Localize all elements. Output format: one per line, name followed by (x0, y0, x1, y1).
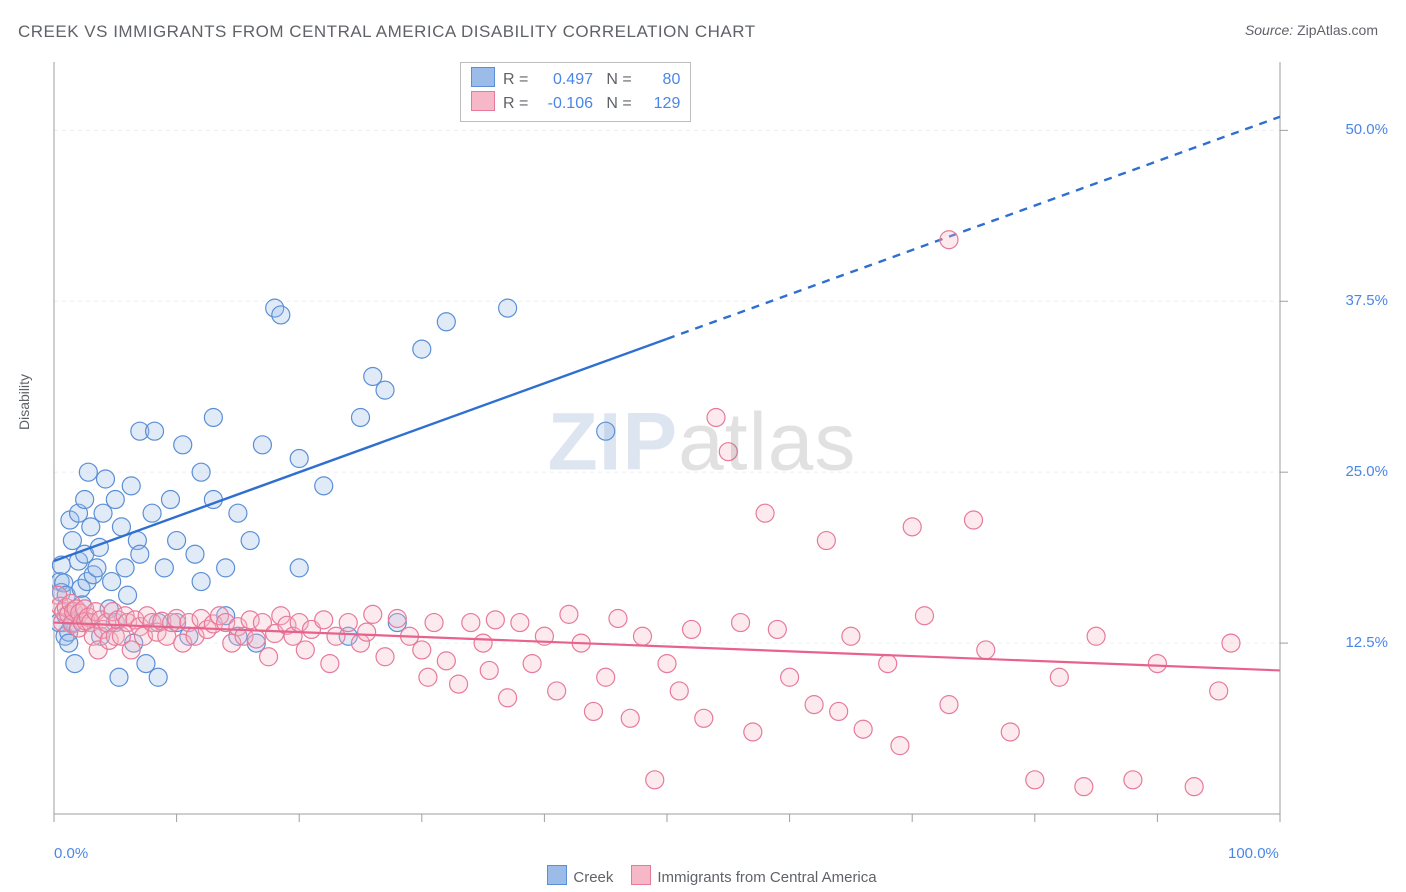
y-axis-label: Disability (16, 374, 32, 430)
source-label: Source: (1245, 22, 1293, 38)
stats-row-immigrants: R =-0.106 N =129 (471, 91, 680, 115)
legend-label-immigrants: Immigrants from Central America (657, 869, 876, 886)
ytick-label: 37.5% (1345, 292, 1388, 309)
ytick-label: 12.5% (1345, 634, 1388, 651)
stats-n-label: N = (606, 93, 640, 115)
stats-n-value: 80 (640, 69, 680, 91)
legend-swatch-immigrants (471, 91, 495, 111)
series-legend: Creek Immigrants from Central America (0, 865, 1406, 886)
stats-n-label: N = (606, 69, 640, 91)
stats-n-value: 129 (640, 93, 680, 115)
source-value: ZipAtlas.com (1297, 22, 1378, 38)
source-attribution: Source: ZipAtlas.com (1245, 22, 1378, 38)
ytick-label: 50.0% (1345, 121, 1388, 138)
legend-swatch-creek (547, 865, 567, 885)
legend-swatch-creek (471, 67, 495, 87)
stats-r-label: R = (503, 69, 537, 91)
plot-area: ZIPatlas (52, 58, 1352, 836)
chart-title: CREEK VS IMMIGRANTS FROM CENTRAL AMERICA… (18, 22, 756, 42)
xtick-label: 0.0% (54, 845, 88, 862)
chart-svg (52, 58, 1352, 836)
correlation-stats-box: R =0.497 N =80R =-0.106 N =129 (460, 62, 691, 122)
stats-r-value: -0.106 (537, 93, 593, 115)
page-root: CREEK VS IMMIGRANTS FROM CENTRAL AMERICA… (0, 0, 1406, 892)
stats-r-value: 0.497 (537, 69, 593, 91)
stats-row-creek: R =0.497 N =80 (471, 67, 680, 91)
stats-r-label: R = (503, 93, 537, 115)
legend-swatch-immigrants (631, 865, 651, 885)
xtick-label: 100.0% (1228, 845, 1279, 862)
legend-label-creek: Creek (573, 869, 613, 886)
ytick-label: 25.0% (1345, 463, 1388, 480)
